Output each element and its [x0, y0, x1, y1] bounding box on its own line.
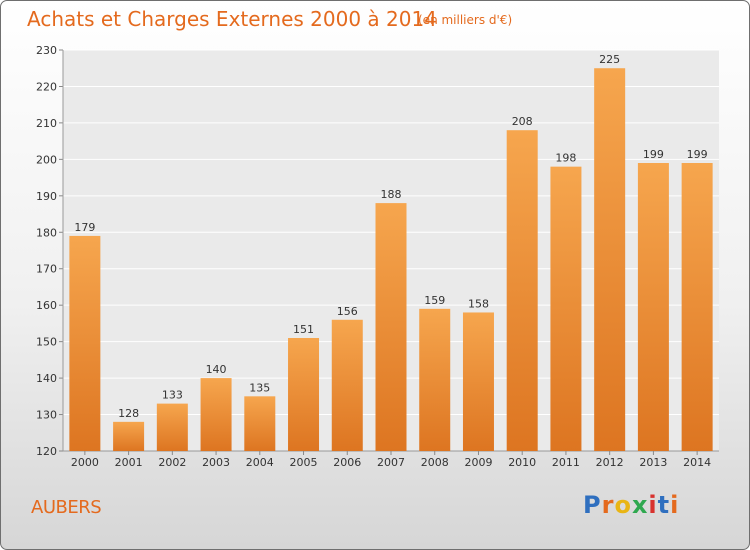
y-tick-label: 160 [36, 299, 57, 312]
logo-letter: x [631, 491, 649, 519]
x-tick-label: 2008 [421, 456, 449, 469]
x-tick-label: 2007 [377, 456, 405, 469]
x-tick-label: 2001 [115, 456, 143, 469]
bar [375, 203, 407, 451]
x-tick-label: 2013 [639, 456, 667, 469]
chart-unit: (en milliers d'€) [418, 13, 513, 27]
bar [200, 378, 232, 451]
x-tick-label: 2005 [290, 456, 318, 469]
y-tick-label: 210 [36, 117, 57, 130]
bar [681, 163, 713, 451]
logo-letter: P [583, 491, 602, 519]
logo-letter: o [614, 491, 632, 519]
x-tick-label: 2002 [158, 456, 186, 469]
y-tick-label: 190 [36, 190, 57, 203]
bar-value-label: 133 [162, 389, 183, 402]
bar-value-label: 199 [643, 148, 664, 161]
bar [506, 130, 538, 451]
x-tick-label: 2010 [508, 456, 536, 469]
bar [288, 337, 320, 451]
bar-value-label: 225 [599, 53, 620, 66]
y-tick-label: 130 [36, 409, 57, 422]
y-tick-label: 220 [36, 80, 57, 93]
bar [550, 166, 582, 451]
bar-value-label: 156 [337, 305, 358, 318]
y-tick-label: 200 [36, 153, 57, 166]
bar [462, 312, 494, 451]
y-tick-label: 170 [36, 263, 57, 276]
x-tick-label: 2014 [683, 456, 711, 469]
bar-value-label: 208 [512, 115, 533, 128]
logo-letter: i [670, 491, 680, 519]
bar-value-label: 151 [293, 323, 314, 336]
proxiti-logo: Proxiti [583, 491, 679, 519]
bar [156, 403, 188, 451]
bar [113, 421, 145, 451]
bar-value-label: 140 [206, 363, 227, 376]
bar-value-label: 179 [74, 221, 95, 234]
bar [244, 396, 276, 451]
x-tick-label: 2000 [71, 456, 99, 469]
commune-name: AUBERS [31, 497, 102, 518]
bar-value-label: 198 [555, 152, 576, 165]
y-tick-label: 230 [36, 44, 57, 57]
bar-value-label: 128 [118, 407, 139, 420]
bar-value-label: 188 [381, 188, 402, 201]
bar-value-label: 159 [424, 294, 445, 307]
bar [594, 68, 626, 452]
logo-letter: i [648, 491, 658, 519]
bar-value-label: 199 [687, 148, 708, 161]
bar [419, 308, 451, 451]
logo-letter: r [601, 491, 615, 519]
bar-value-label: 158 [468, 297, 489, 310]
y-tick-label: 180 [36, 226, 57, 239]
y-tick-label: 120 [36, 445, 57, 458]
x-tick-label: 2004 [246, 456, 274, 469]
x-tick-label: 2003 [202, 456, 230, 469]
logo-letter: t [657, 491, 671, 519]
bar [637, 163, 669, 451]
x-tick-label: 2006 [333, 456, 361, 469]
x-tick-label: 2011 [552, 456, 580, 469]
chart-title: Achats et Charges Externes 2000 à 2014 [27, 7, 437, 31]
bar [331, 319, 363, 451]
bar-value-label: 135 [249, 381, 270, 394]
y-tick-label: 150 [36, 336, 57, 349]
bar [69, 235, 101, 451]
x-tick-label: 2012 [596, 456, 624, 469]
x-tick-label: 2009 [464, 456, 492, 469]
y-tick-label: 140 [36, 372, 57, 385]
